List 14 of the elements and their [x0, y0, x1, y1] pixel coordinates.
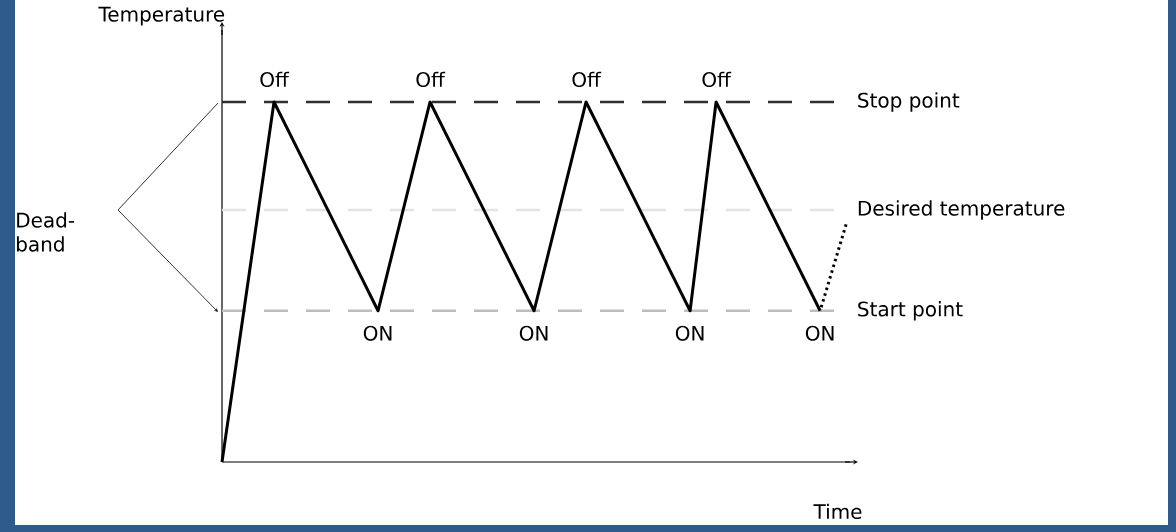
text: Off [260, 71, 290, 88]
ref-line-label: Stop point [858, 92, 960, 112]
y-axis-title: Temperature [98, 6, 225, 26]
text: Off [572, 71, 602, 88]
text: Dead-band [17, 212, 75, 252]
annotation: ON [519, 325, 548, 341]
annotation: ON [675, 325, 704, 341]
ref-line-label: Desired temperature [858, 200, 1065, 220]
ref-line-label: Start point [858, 301, 963, 321]
text: Off [702, 71, 732, 88]
x-axis-title: Time [813, 503, 862, 520]
text: Off [416, 71, 446, 88]
annotation: ON [363, 325, 392, 341]
annotation: ON [805, 325, 834, 341]
